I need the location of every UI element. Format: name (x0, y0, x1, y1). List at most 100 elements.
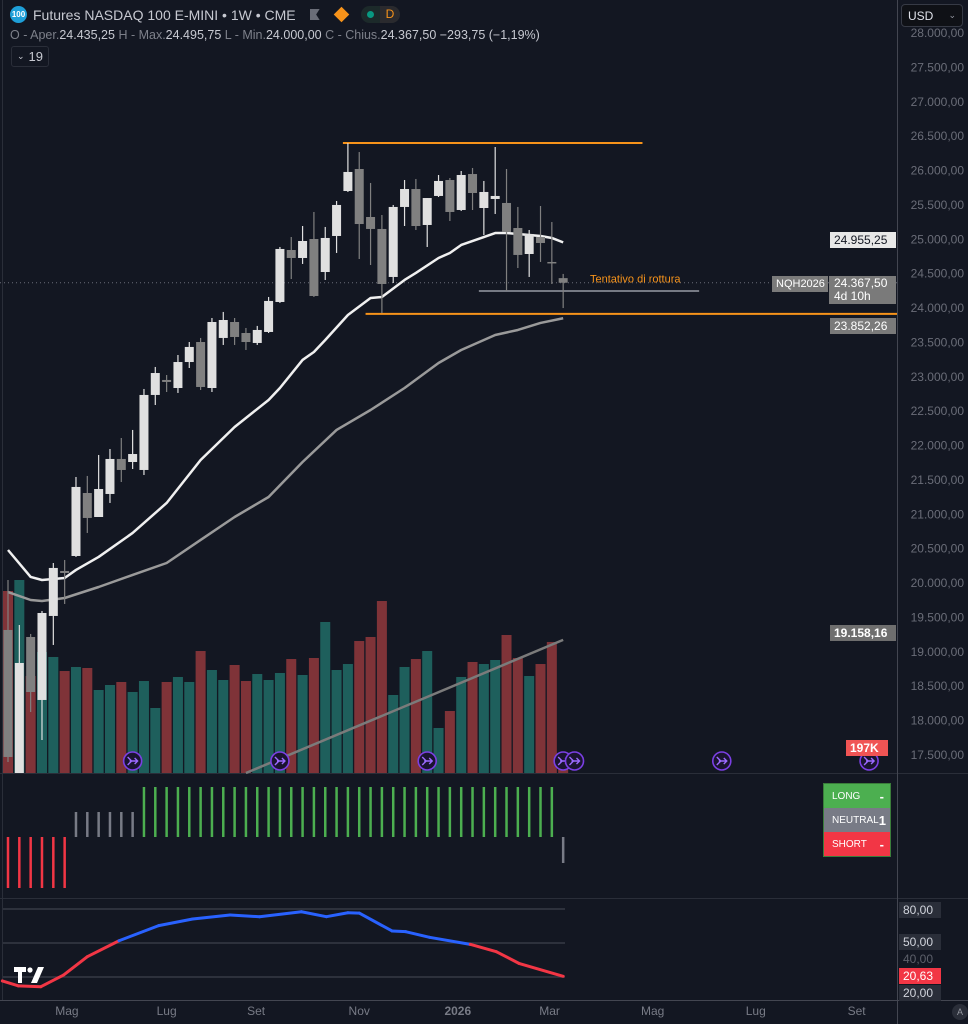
candle-body (150, 373, 160, 395)
symbol-header: 100 Futures NASDAQ 100 E-MINI • 1W • CME… (10, 6, 401, 23)
candle-body (445, 180, 455, 212)
volume-bar (388, 694, 399, 773)
volume-bar (206, 669, 217, 773)
candle-body (116, 458, 126, 470)
volume-bar (410, 659, 421, 773)
price-tick-label: 20.000,00 (911, 576, 965, 590)
volume-bar (524, 676, 535, 773)
volume-bar (240, 681, 251, 773)
candle (558, 273, 568, 309)
symbol-logo[interactable]: 100 (10, 6, 27, 23)
currency-select[interactable]: USD ⌄ (901, 4, 963, 27)
time-tick-label: Mag (55, 1004, 78, 1018)
candle (434, 174, 444, 197)
volume-bar (422, 651, 433, 773)
candle (468, 167, 478, 210)
candle-body (173, 362, 183, 389)
market-status-pill[interactable]: D (360, 6, 401, 23)
volume-bar (25, 676, 36, 773)
split-arrow-icon (274, 756, 286, 766)
candle-body (366, 217, 376, 229)
candle (60, 559, 70, 604)
candle-body (309, 239, 319, 297)
volume-ma-price-label: 19.158,16 (830, 625, 896, 641)
candle (524, 229, 534, 277)
price-tick-label: 26.000,00 (911, 164, 965, 178)
symbol-title[interactable]: Futures NASDAQ 100 E-MINI • 1W • CME (33, 6, 296, 23)
event-marker[interactable] (711, 751, 732, 771)
time-tick-label: Set (848, 1004, 867, 1018)
volume-bar (535, 664, 546, 773)
candle (94, 454, 104, 518)
candle (411, 178, 421, 230)
diamond-icon[interactable] (333, 6, 349, 23)
candle-body (139, 394, 149, 470)
candle (275, 246, 285, 303)
candle (343, 143, 353, 192)
signal-neutral-row: NEUTRAL 1 (824, 808, 890, 832)
oscillator-segment (16, 984, 43, 989)
candle-body (388, 206, 398, 277)
osc-80-label: 80,00 (899, 902, 941, 918)
ma-slow-line (7, 316, 564, 603)
candle-body (71, 486, 81, 556)
delayed-badge: D (379, 6, 401, 23)
close-label: C - Chius. (325, 28, 381, 42)
volume-bar (433, 728, 444, 773)
high-value: 24.495,75 (165, 28, 222, 42)
ma-fast-price-label: 24.955,25 (830, 232, 896, 248)
volume-ma-line (245, 638, 564, 775)
candle (479, 180, 489, 236)
volume-bar (297, 674, 308, 773)
volume-bar (172, 676, 183, 773)
oscillator-segment (468, 942, 498, 954)
candle-body (479, 191, 489, 208)
indicators-toggle-button[interactable]: ⌄ 19 (11, 46, 49, 67)
volume-bar (399, 666, 410, 773)
price-tick-label: 25.500,00 (911, 198, 965, 212)
volume-label: 197K (846, 740, 888, 756)
candle (26, 633, 36, 713)
chevron-down-icon: ⌄ (948, 10, 956, 20)
price-tick-label: 22.000,00 (911, 439, 965, 453)
bar-countdown: 4d 10h (834, 289, 871, 303)
candle (513, 206, 523, 269)
oscillator-segment (85, 939, 121, 959)
event-marker[interactable] (564, 751, 585, 771)
volume-bar (263, 679, 274, 773)
price-tick-label: 26.500,00 (911, 129, 965, 143)
tradingview-logo-icon[interactable] (14, 967, 46, 985)
candle (298, 226, 308, 264)
osc-40-label: 40,00 (903, 952, 934, 966)
auto-scale-button[interactable]: A (952, 1004, 968, 1020)
candle-body (3, 629, 13, 757)
candle (332, 200, 342, 253)
time-tick-label: Lug (157, 1004, 177, 1018)
price-tick-label: 19.500,00 (911, 610, 965, 624)
candle-body (26, 636, 36, 692)
candle-body (207, 321, 217, 389)
candle (354, 152, 364, 260)
volume-bar (444, 711, 455, 773)
candle-body (332, 204, 342, 236)
event-marker[interactable] (417, 751, 438, 771)
volume-bar (150, 708, 161, 773)
oscillator-segment (357, 911, 394, 933)
candle-body (400, 189, 410, 207)
volume-bar (354, 641, 365, 773)
price-tick-label: 24.000,00 (911, 301, 965, 315)
candle (445, 178, 455, 221)
oscillator-segment (517, 961, 565, 978)
oscillator-segment (258, 910, 303, 919)
oscillator-segment (191, 913, 232, 921)
flag-icon[interactable] (309, 9, 320, 20)
candle (252, 325, 262, 345)
event-marker[interactable] (270, 751, 290, 771)
candle (388, 204, 398, 284)
annotation-text: Tentativo di rottura (590, 274, 681, 286)
split-arrow-icon (863, 756, 876, 766)
candle-body (94, 489, 104, 518)
event-marker[interactable] (122, 751, 143, 771)
candle (105, 448, 115, 503)
